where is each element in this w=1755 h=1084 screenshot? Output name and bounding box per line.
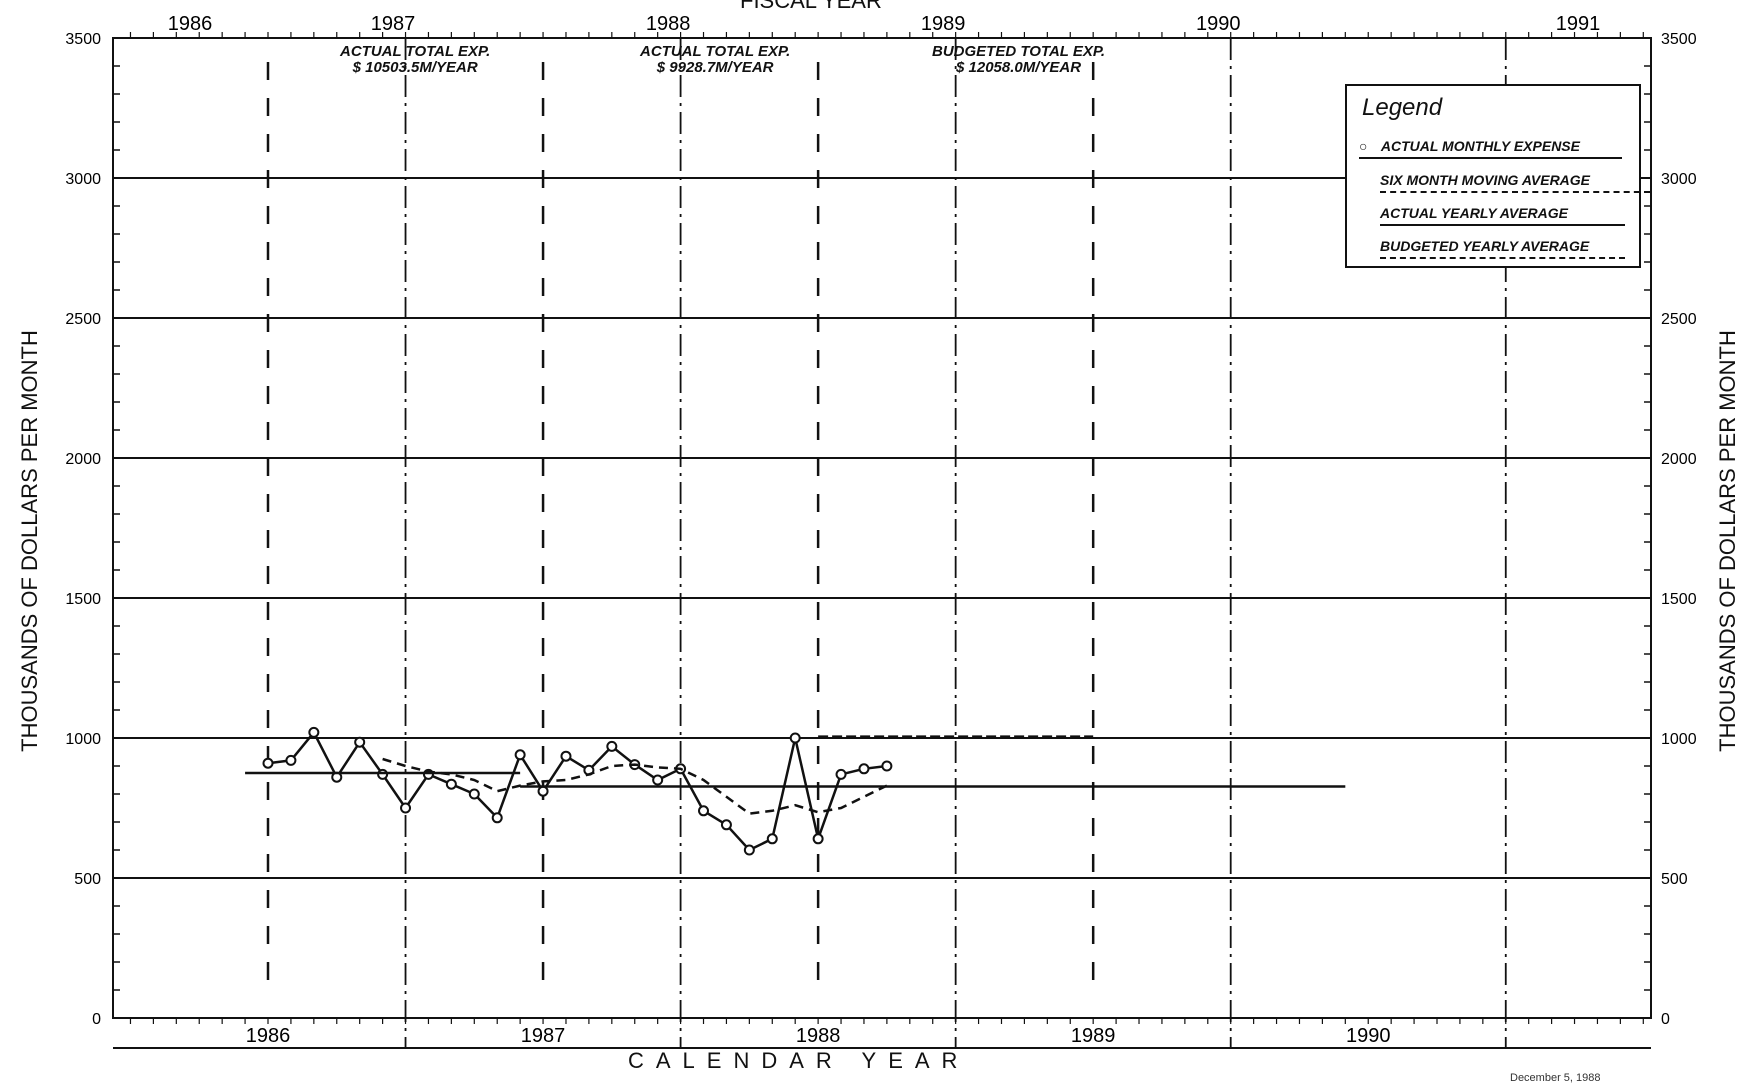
y-tick-label-left: 0 [92,1011,101,1028]
data-point-marker [377,768,389,780]
annotation-1987-line2: $ 10503.5M/YEAR [352,59,478,76]
legend-entry-actual-monthly: ○ ACTUAL MONTHLY EXPENSE [1359,138,1622,159]
annotation-1988-line2: $ 9928.7M/YEAR [656,59,774,76]
data-point-marker [491,812,503,824]
legend-entry-label: SIX MONTH MOVING AVERAGE [1380,172,1591,188]
legend-entry-actual-yearly: ACTUAL YEARLY AVERAGE [1380,205,1625,226]
data-point-marker [812,833,824,845]
annotation-1989-line2: $ 12058.0M/YEAR [956,59,1082,76]
y-tick-label-left: 2500 [65,311,101,328]
y-tick-label-left: 3000 [65,171,101,188]
data-point-marker [560,750,572,762]
calendar-year-label: 1988 [796,1025,841,1047]
circle-marker-icon: ○ [1359,138,1368,154]
data-point-marker [606,740,618,752]
annotation-1988-line1: ACTUAL TOTAL EXP. [640,43,791,60]
annotation-1987-line1: ACTUAL TOTAL EXP. [340,43,491,60]
data-point-marker [308,726,320,738]
fiscal-year-title: FISCAL YEAR [740,0,882,13]
annotation-1987-actual: ACTUAL TOTAL EXP. $ 10503.5M/YEAR [340,44,490,76]
y-tick-label-right: 3000 [1661,171,1697,188]
legend-entry-moving-average: SIX MONTH MOVING AVERAGE [1380,172,1650,193]
legend: Legend ○ ACTUAL MONTHLY EXPENSE SIX MONT… [1345,84,1650,268]
calendar-year-label: 1990 [1346,1025,1391,1047]
data-point-marker [537,785,549,797]
axis-layer: 0 0 500 500 1000 1000 1500 1500 2000 2000 2500 2500… [65,13,1697,1049]
annotation-1989-budgeted: BUDGETED TOTAL EXP. $ 12058.0M/YEAR [932,44,1105,76]
y-tick-label-right: 500 [1661,871,1688,888]
series-six-month-moving-average-line [382,757,888,815]
y-axis-label-left: THOUSANDS OF DOLLARS PER MONTH [17,330,42,752]
annotation-1988-actual: ACTUAL TOTAL EXP. $ 9928.7M/YEAR [640,44,790,76]
y-tick-label-left: 1000 [65,731,101,748]
calendar-year-label: 1986 [246,1025,291,1047]
fiscal-year-label: 1986 [168,13,213,35]
y-tick-label-right: 2500 [1661,311,1697,328]
fiscal-year-label: 1989 [921,13,966,35]
data-point-marker [400,802,412,814]
calendar-year-label: 1987 [521,1025,566,1047]
data-point-marker [720,819,732,831]
data-point-marker [652,774,664,786]
fiscal-year-label: 1991 [1556,13,1601,35]
data-point-marker [698,805,710,817]
annotation-1989-line1: BUDGETED TOTAL EXP. [932,43,1106,60]
y-tick-label-right: 0 [1661,1011,1670,1028]
legend-entry-label: BUDGETED YEARLY AVERAGE [1380,238,1590,254]
data-point-marker [354,736,366,748]
y-tick-label-left: 500 [74,871,101,888]
data-point-marker [285,754,297,766]
calendar-year-label: 1989 [1071,1025,1116,1047]
data-point-marker [789,732,801,744]
calendar-year-label: CALENDAR YEAR [628,1048,970,1073]
data-point-marker [881,760,893,772]
y-tick-label-left: 2000 [65,451,101,468]
footnote: December 5, 1988 [1510,1072,1601,1084]
y-axis-label-right: THOUSANDS OF DOLLARS PER MONTH [1715,330,1740,752]
y-tick-label-right: 1000 [1661,731,1697,748]
data-point-marker [835,768,847,780]
data-point-marker [262,757,274,769]
series-layer [245,726,1346,856]
y-tick-label-right: 2000 [1661,451,1697,468]
legend-entry-label: ACTUAL YEARLY AVERAGE [1380,205,1568,221]
data-point-marker [743,844,755,856]
legend-title: Legend [1362,94,1443,121]
data-point-marker [445,778,457,790]
plot-frame [112,37,1652,1019]
fiscal-year-label: 1990 [1196,13,1241,35]
series-actual-monthly-expense-line [267,730,888,852]
data-point-marker [858,763,870,775]
data-point-marker [468,788,480,800]
data-point-marker [514,749,526,761]
data-point-marker [766,833,778,845]
y-tick-label-right: 3500 [1661,31,1697,48]
fiscal-year-label: 1988 [646,13,691,35]
fiscal-year-label: 1987 [371,13,416,35]
y-tick-label-left: 3500 [65,31,101,48]
legend-entry-label: ACTUAL MONTHLY EXPENSE [1380,138,1580,154]
legend-entry-budgeted-yearly: BUDGETED YEARLY AVERAGE [1380,238,1625,259]
y-tick-label-right: 1500 [1661,591,1697,608]
y-tick-label-left: 1500 [65,591,101,608]
